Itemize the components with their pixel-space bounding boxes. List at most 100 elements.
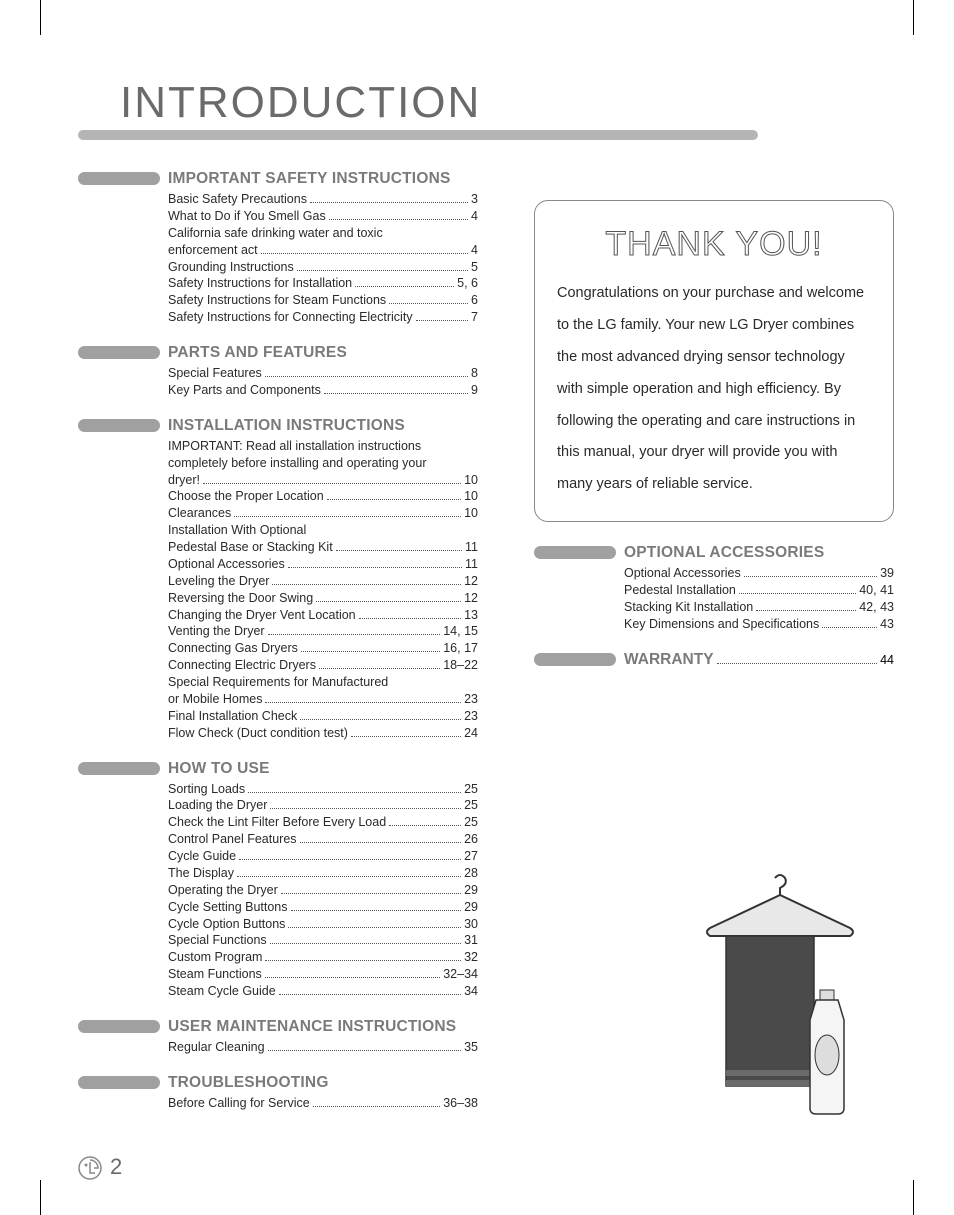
- toc-dots: [239, 859, 461, 860]
- toc-entry: dryer! 10: [168, 472, 478, 489]
- toc-entry: Sorting Loads25: [168, 781, 478, 798]
- toc-entry: Venting the Dryer14, 15: [168, 623, 478, 640]
- toc-page: 9: [471, 382, 478, 399]
- toc-dots: [291, 910, 462, 911]
- toc-page: 24: [464, 725, 478, 742]
- toc-entry: IMPORTANT: Read all installation instruc…: [168, 438, 478, 455]
- page-title: INTRODUCTION: [120, 78, 481, 128]
- toc-entry: Pedestal Installation40, 41: [624, 582, 894, 599]
- left-column: IMPORTANT SAFETY INSTRUCTIONS Basic Safet…: [78, 170, 478, 1130]
- toc-label: Check the Lint Filter Before Every Load: [168, 814, 386, 831]
- section-title: IMPORTANT SAFETY INSTRUCTIONS: [168, 170, 478, 188]
- toc-page: 16, 17: [443, 640, 478, 657]
- toc-entry: Special Requirements for Manufactured: [168, 674, 478, 691]
- crop-mark: [40, 1180, 41, 1215]
- section-warranty: WARRANTY 44: [534, 651, 894, 669]
- toc-label: Special Features: [168, 365, 262, 382]
- toc-dots: [279, 994, 461, 995]
- toc-page: 32–34: [443, 966, 478, 983]
- toc-entry: Choose the Proper Location10: [168, 488, 478, 505]
- toc-entry: Changing the Dryer Vent Location 13: [168, 607, 478, 624]
- toc-label: Safety Instructions for Steam Functions: [168, 292, 386, 309]
- toc-entry: Custom Program32: [168, 949, 478, 966]
- toc-entry: Leveling the Dryer12: [168, 573, 478, 590]
- toc-entry: Check the Lint Filter Before Every Load 2…: [168, 814, 478, 831]
- toc-label: Cycle Setting Buttons: [168, 899, 288, 916]
- toc-entry: Basic Safety Precautions3: [168, 191, 478, 208]
- thank-you-box: THANK YOU! Congratulations on your purch…: [534, 200, 894, 522]
- section-pill: [78, 1020, 160, 1033]
- toc-label: enforcement act: [168, 242, 258, 259]
- toc-page: 29: [464, 899, 478, 916]
- toc-label: Key Dimensions and Specifications: [624, 616, 819, 633]
- toc-dots: [316, 601, 461, 602]
- lg-logo-icon: [78, 1156, 102, 1180]
- title-underline: [78, 130, 758, 140]
- dryer-accessories-illustration: [680, 870, 870, 1130]
- toc-entry: or Mobile Homes23: [168, 691, 478, 708]
- toc-page: 12: [464, 590, 478, 607]
- toc-page: 14, 15: [443, 623, 478, 640]
- toc-dots: [265, 376, 468, 377]
- toc-label: dryer!: [168, 472, 200, 489]
- toc-dots: [265, 977, 440, 978]
- toc-page: 11: [465, 556, 478, 573]
- section-title: WARRANTY: [624, 651, 714, 669]
- toc-entry: Safety Instructions for Steam Functions6: [168, 292, 478, 309]
- toc-entry: Connecting Gas Dryers16, 17: [168, 640, 478, 657]
- toc-page: 28: [464, 865, 478, 882]
- toc-dots: [310, 202, 468, 203]
- toc-page: 27: [464, 848, 478, 865]
- toc-entry: enforcement act4: [168, 242, 478, 259]
- toc-page: 35: [464, 1039, 478, 1056]
- toc-entry: Cycle Option Buttons30: [168, 916, 478, 933]
- toc-entry: Safety Instructions for Installation5, 6: [168, 275, 478, 292]
- toc-dots: [319, 668, 440, 669]
- toc-page: 25: [464, 797, 478, 814]
- toc-dots: [265, 702, 461, 703]
- toc-page: 5: [471, 259, 478, 276]
- toc-label: What to Do if You Smell Gas: [168, 208, 326, 225]
- toc-entry: Key Dimensions and Specifications 43: [624, 616, 894, 633]
- section-title: TROUBLESHOOTING: [168, 1074, 478, 1092]
- toc-label: Regular Cleaning: [168, 1039, 265, 1056]
- toc-label: or Mobile Homes: [168, 691, 262, 708]
- toc-entry: Key Parts and Components9: [168, 382, 478, 399]
- toc-label: Safety Instructions for Installation: [168, 275, 352, 292]
- section-pill: [78, 762, 160, 775]
- toc-entry: Pedestal Base or Stacking Kit11: [168, 539, 478, 556]
- toc-label: Final Installation Check: [168, 708, 297, 725]
- toc-entry: Operating the Dryer29: [168, 882, 478, 899]
- toc-entry: Control Panel Features26: [168, 831, 478, 848]
- toc-entry: Before Calling for Service36–38: [168, 1095, 478, 1112]
- toc-page: 36–38: [443, 1095, 478, 1112]
- toc-entry: Stacking Kit Installation42, 43: [624, 599, 894, 616]
- toc-page: 43: [880, 616, 894, 633]
- toc-label: The Display: [168, 865, 234, 882]
- toc-page: 18–22: [443, 657, 478, 674]
- toc-dots: [288, 927, 461, 928]
- toc-label: Cycle Guide: [168, 848, 236, 865]
- toc-page: 12: [464, 573, 478, 590]
- toc-section: PARTS AND FEATURESSpecial Features8Key P…: [78, 344, 478, 399]
- toc-page: 29: [464, 882, 478, 899]
- toc-entry: What to Do if You Smell Gas4: [168, 208, 478, 225]
- toc-label: Optional Accessories: [624, 565, 741, 582]
- toc-entry: Clearances10: [168, 505, 478, 522]
- toc-dots: [327, 499, 461, 500]
- toc-page: 25: [464, 814, 478, 831]
- toc-dots: [389, 825, 461, 826]
- toc-entry: Steam Functions32–34: [168, 966, 478, 983]
- toc-dots: [336, 550, 462, 551]
- toc-dots: [272, 584, 461, 585]
- toc-entry: completely before installing and operati…: [168, 455, 478, 472]
- toc-page: 10: [464, 488, 478, 505]
- toc-entry: The Display 28: [168, 865, 478, 882]
- toc-dots: [268, 1050, 462, 1051]
- toc-label: Changing the Dryer Vent Location: [168, 607, 356, 624]
- toc-page: 10: [464, 472, 478, 489]
- toc-dots: [355, 286, 454, 287]
- toc-page: 13: [464, 607, 478, 624]
- toc-page: 7: [471, 309, 478, 326]
- thank-you-title: THANK YOU!: [557, 225, 871, 264]
